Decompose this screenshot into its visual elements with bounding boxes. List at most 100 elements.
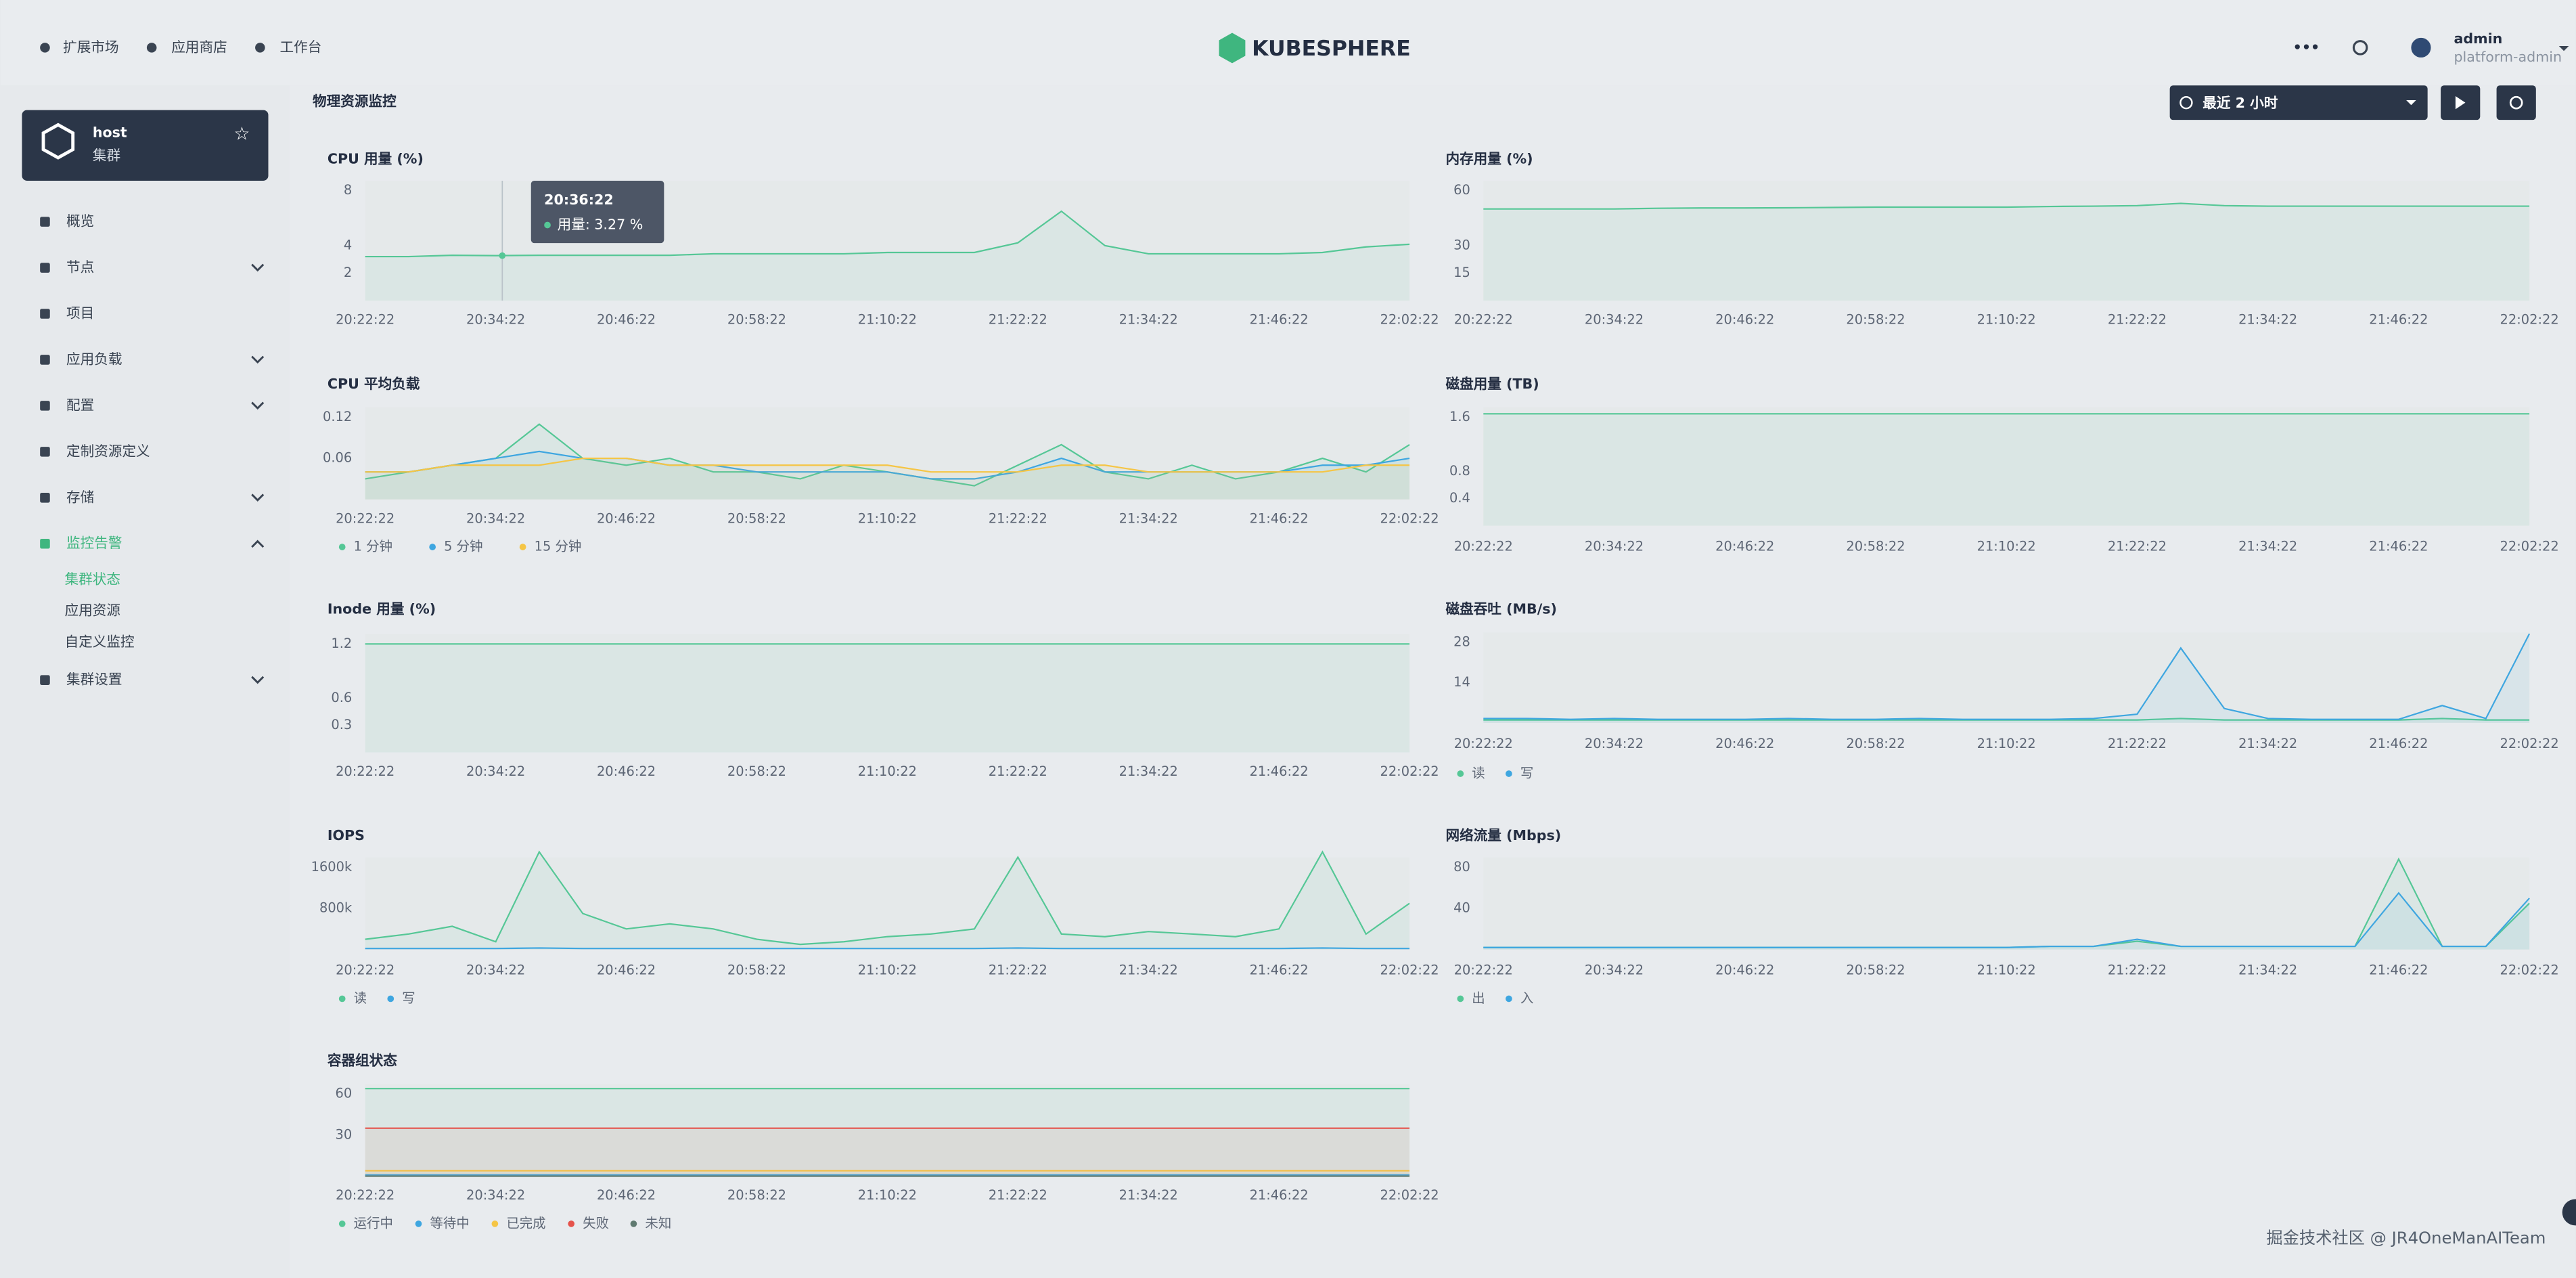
x-tick-label: 22:02:22: [2500, 736, 2559, 751]
nav-item[interactable]: 工作台: [279, 39, 321, 55]
logo[interactable]: KUBESPHERE: [1252, 37, 1411, 61]
x-tick-label: 21:10:22: [858, 963, 917, 978]
legend-label[interactable]: 已完成: [506, 1215, 545, 1231]
chart-title: 网络流量 (Mbps): [1445, 827, 1561, 843]
x-tick-label: 20:58:22: [1846, 736, 1905, 751]
legend-label[interactable]: 失败: [583, 1215, 609, 1231]
series-area: [365, 424, 1410, 500]
legend-label[interactable]: 写: [402, 990, 415, 1006]
x-tick-label: 21:34:22: [1119, 764, 1178, 779]
menu-icon: [40, 675, 50, 685]
theme-icon[interactable]: [2352, 40, 2368, 56]
series-line: [365, 457, 1410, 473]
clock-icon: [2179, 95, 2193, 110]
x-tick-label: 20:22:22: [336, 510, 394, 526]
y-tick-label: 1.2: [331, 636, 352, 651]
more-icon[interactable]: •••: [2293, 39, 2320, 55]
y-tick-label: 2: [344, 265, 352, 280]
chart-title: IOPS: [327, 827, 365, 843]
menu-item[interactable]: 应用负载: [66, 351, 122, 367]
y-tick-label: 14: [1453, 674, 1470, 690]
menu-icon: [40, 401, 50, 411]
x-tick-label: 21:10:22: [1977, 312, 2036, 328]
help-button[interactable]: [2562, 1199, 2576, 1226]
user-caret[interactable]: [2558, 45, 2569, 51]
legend-label[interactable]: 出: [1472, 990, 1485, 1006]
y-tick-label: 800k: [319, 900, 353, 915]
legend-dot: [415, 1220, 422, 1227]
legend-dot: [519, 544, 526, 550]
y-tick-label: 4: [344, 237, 352, 252]
x-tick-label: 21:10:22: [1977, 963, 2036, 978]
nav: 扩展市场 应用商店 工作台: [40, 39, 321, 55]
menu-item[interactable]: 监控告警: [66, 535, 122, 551]
x-tick-label: 20:58:22: [727, 963, 786, 978]
x-tick-label: 21:46:22: [1250, 312, 1309, 328]
y-tick-label: 0.12: [323, 409, 352, 424]
legend-label[interactable]: 入: [1520, 990, 1533, 1006]
chart-title: 磁盘吞吐 (MB/s): [1445, 600, 1556, 617]
legend-label[interactable]: 5 分钟: [444, 539, 482, 554]
tooltip-title: 20:36:22: [544, 192, 614, 208]
x-tick-label: 21:22:22: [989, 963, 1047, 978]
submenu-item[interactable]: 集群状态: [65, 571, 120, 588]
x-tick-label: 20:58:22: [727, 510, 786, 526]
x-tick-label: 21:46:22: [1250, 764, 1309, 779]
menu-item[interactable]: 节点: [66, 259, 94, 276]
play-icon: [2455, 95, 2466, 110]
series-line: [1483, 891, 2530, 948]
nav-icon: [40, 43, 50, 53]
y-tick-label: 1.6: [1449, 409, 1470, 424]
legend-label[interactable]: 读: [1472, 765, 1485, 780]
legend-label[interactable]: 写: [1520, 765, 1533, 780]
menu-item[interactable]: 概览: [66, 213, 94, 229]
y-tick-label: 1600k: [311, 859, 353, 875]
x-tick-label: 20:34:22: [466, 312, 525, 328]
menu-item[interactable]: 集群设置: [66, 671, 122, 688]
x-tick-label: 21:46:22: [2369, 963, 2428, 978]
time-picker[interactable]: [2169, 85, 2428, 120]
cluster-name: host: [93, 125, 127, 141]
menu-item[interactable]: 配置: [66, 397, 94, 413]
legend-label[interactable]: 等待中: [430, 1215, 470, 1231]
submenu-item[interactable]: 应用资源: [65, 602, 120, 619]
nav-item[interactable]: 扩展市场: [63, 39, 118, 55]
x-tick-label: 20:46:22: [597, 1187, 656, 1203]
tooltip-dot: [544, 221, 551, 229]
chart-title: 磁盘用量 (TB): [1445, 376, 1539, 392]
nav-icon: [146, 43, 157, 53]
x-tick-label: 22:02:22: [2500, 312, 2559, 328]
x-tick-label: 21:34:22: [2238, 736, 2297, 751]
menu-item[interactable]: 项目: [66, 305, 94, 322]
x-tick-label: 20:58:22: [1846, 539, 1905, 554]
menu-item[interactable]: 存储: [66, 489, 94, 505]
legend-label[interactable]: 1 分钟: [354, 539, 392, 554]
menu-item[interactable]: 定制资源定义: [66, 443, 150, 459]
series-area: [365, 211, 1410, 301]
favorite-icon[interactable]: ☆: [234, 123, 250, 144]
menu-icon: [40, 309, 50, 319]
plot-area: [1483, 632, 2530, 723]
submenu-item[interactable]: 自定义监控: [65, 634, 135, 650]
nav-item[interactable]: 应用商店: [171, 39, 227, 55]
avatar[interactable]: [2411, 37, 2431, 58]
legend-label[interactable]: 15 分钟: [535, 539, 582, 554]
user-name[interactable]: admin: [2454, 30, 2502, 47]
refresh-button[interactable]: [2496, 85, 2536, 120]
legend-label[interactable]: 读: [354, 990, 367, 1006]
legend-dot: [630, 1220, 637, 1227]
legend-label[interactable]: 未知: [645, 1215, 671, 1231]
x-tick-label: 21:46:22: [2369, 736, 2428, 751]
y-tick-label: 28: [1453, 634, 1470, 649]
x-tick-label: 20:58:22: [727, 312, 786, 328]
x-tick-label: 22:02:22: [2500, 539, 2559, 554]
watermark: 掘金技术社区 @ JR4OneManAITeam: [2266, 1228, 2546, 1248]
legend-label[interactable]: 运行中: [354, 1215, 393, 1231]
menu-icon: [40, 217, 50, 227]
legend-dot: [429, 544, 436, 550]
x-tick-label: 20:58:22: [727, 764, 786, 779]
cluster-card[interactable]: [22, 110, 269, 181]
series-line: [1483, 633, 2531, 720]
plot-area: [365, 857, 1410, 950]
